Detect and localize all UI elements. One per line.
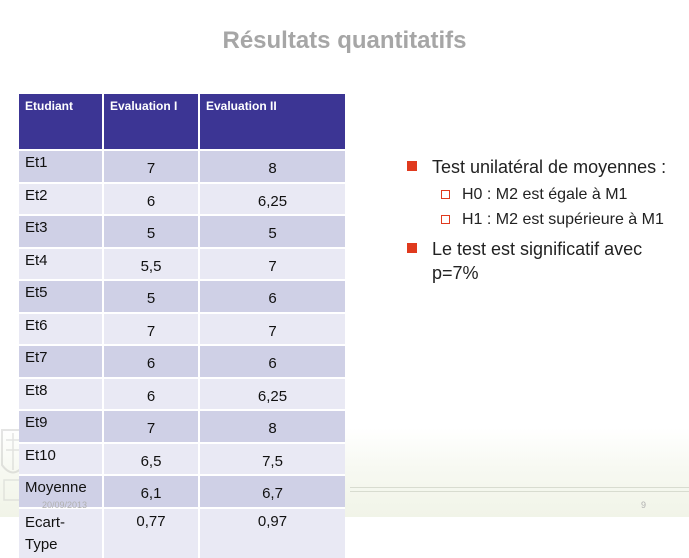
evaluation-1-mean-cell: 6,1 <box>103 474 200 508</box>
evaluation-1-cell: 6 <box>103 181 200 215</box>
student-cell: Et5 <box>19 279 104 313</box>
evaluation-1-cell: 6 <box>103 344 200 378</box>
evaluation-1-std-dev-cell: 0,77 <box>103 506 200 558</box>
page-number: 9 <box>641 500 647 510</box>
hollow-square-bullet-icon <box>441 190 450 199</box>
table-row: Et2 6 6,25 <box>19 181 345 215</box>
evaluation-2-cell: 7 <box>199 311 345 345</box>
evaluation-1-cell: 5,5 <box>103 246 200 280</box>
evaluation-1-cell: 5 <box>103 279 200 313</box>
table-row: Et1 7 8 <box>19 149 345 183</box>
evaluation-1-cell: 7 <box>103 409 200 443</box>
table-row: Et5 5 6 <box>19 279 345 313</box>
student-cell: Et2 <box>19 181 104 215</box>
evaluation-2-cell: 7,5 <box>199 441 345 475</box>
footer-divider <box>350 487 689 488</box>
student-cell: Et4 <box>19 246 104 280</box>
table-row: Et7 6 6 <box>19 344 345 378</box>
evaluation-2-cell: 6 <box>199 279 345 313</box>
sub-bullet-text-h0: H0 : M2 est égale à M1 <box>462 186 628 203</box>
table-row-mean: Moyenne 6,1 6,7 <box>19 474 345 508</box>
mean-label-cell: Moyenne <box>19 474 104 508</box>
student-cell: Et1 <box>19 149 104 183</box>
bullet-list: Test unilatéral de moyennes : H0 : M2 es… <box>405 155 675 289</box>
evaluation-2-cell: 6,25 <box>199 181 345 215</box>
slide-title: Résultats quantitatifs <box>222 27 467 54</box>
red-square-bullet-icon <box>407 243 417 253</box>
footer-divider <box>350 491 689 492</box>
red-square-bullet-icon <box>407 161 417 171</box>
hollow-square-bullet-icon <box>441 215 450 224</box>
evaluation-2-std-dev-cell: 0,97 <box>199 506 345 558</box>
table-header-row: Etudiant Evaluation I Evaluation II <box>19 94 345 150</box>
student-cell: Et3 <box>19 214 104 248</box>
evaluation-1-cell: 7 <box>103 149 200 183</box>
sub-bullet-text-h1: H1 : M2 est supérieure à M1 <box>462 211 664 228</box>
table-row-std-dev: Ecart-Type 0,77 0,97 <box>19 506 345 558</box>
student-cell: Et10 <box>19 441 104 475</box>
bullet-item: Le test est significatif avec p=7% <box>405 237 675 285</box>
student-cell: Et8 <box>19 376 104 410</box>
table-row: Et10 6,5 7,5 <box>19 441 345 475</box>
evaluation-2-cell: 6,25 <box>199 376 345 410</box>
evaluation-2-cell: 6 <box>199 344 345 378</box>
evaluation-1-cell: 6 <box>103 376 200 410</box>
student-cell: Et9 <box>19 409 104 443</box>
evaluation-2-cell: 8 <box>199 409 345 443</box>
column-header-evaluation-1: Evaluation I <box>103 94 200 150</box>
table-row: Et3 5 5 <box>19 214 345 248</box>
student-cell: Et6 <box>19 311 104 345</box>
evaluation-1-cell: 5 <box>103 214 200 248</box>
evaluation-2-mean-cell: 6,7 <box>199 474 345 508</box>
results-table: Etudiant Evaluation I Evaluation II Et1 … <box>19 94 345 558</box>
column-header-evaluation-2: Evaluation II <box>199 94 345 150</box>
bullet-text-test: Test unilatéral de moyennes : <box>432 157 667 177</box>
bullet-item: Test unilatéral de moyennes : <box>405 155 675 179</box>
bullet-text-significance: Le test est significatif avec p=7% <box>432 239 643 283</box>
evaluation-2-cell: 5 <box>199 214 345 248</box>
std-dev-label-cell: Ecart-Type <box>19 506 104 558</box>
student-cell: Et7 <box>19 344 104 378</box>
column-header-etudiant: Etudiant <box>19 94 104 150</box>
evaluation-2-cell: 8 <box>199 149 345 183</box>
evaluation-1-cell: 7 <box>103 311 200 345</box>
footer-date: 20/09/2013 <box>42 500 88 510</box>
table-row: Et8 6 6,25 <box>19 376 345 410</box>
table-row: Et6 7 7 <box>19 311 345 345</box>
table-row: Et4 5,5 7 <box>19 246 345 280</box>
sub-bullet-item: H1 : M2 est supérieure à M1 <box>405 208 675 231</box>
table-row: Et9 7 8 <box>19 409 345 443</box>
evaluation-2-cell: 7 <box>199 246 345 280</box>
evaluation-1-cell: 6,5 <box>103 441 200 475</box>
sub-bullet-item: H0 : M2 est égale à M1 <box>405 183 675 206</box>
